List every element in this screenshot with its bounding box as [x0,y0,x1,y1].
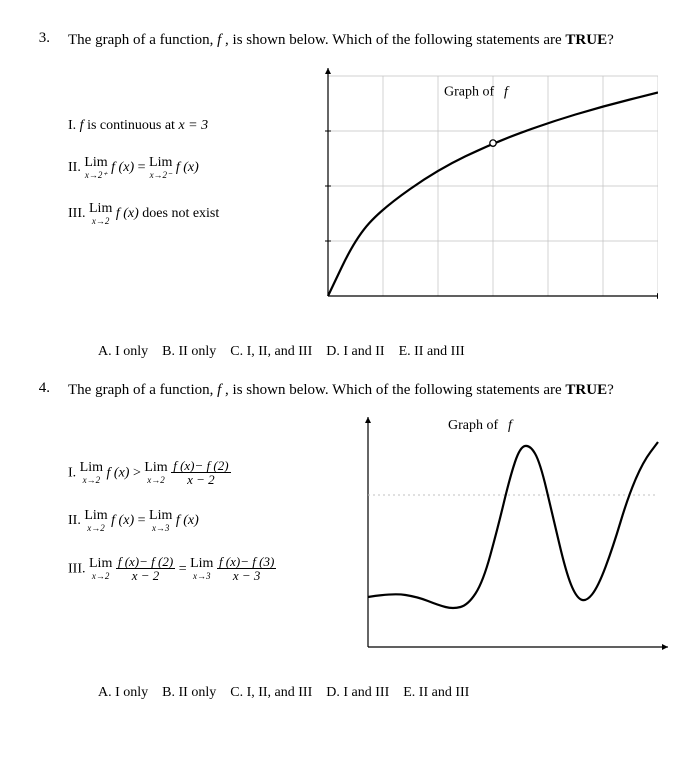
svg-text:Graph of: Graph of [448,418,498,433]
svg-text:f: f [508,418,514,433]
q4-choice-c: C. I, II, and III [230,685,312,701]
q3-choice-d: D. I and II [326,344,384,360]
q3-body: The graph of a function, f , is shown be… [68,30,658,370]
q3-stmt-3: III. Limx→2 f (x) does not exist [68,202,298,226]
q4-prompt: The graph of a function, f , is shown be… [68,380,676,400]
q4-statements: I. Limx→2 f (x) > Limx→2 f (x)− f (2)x −… [68,407,348,606]
q4-stmt-1: I. Limx→2 f (x) > Limx→2 f (x)− f (2)x −… [68,459,348,487]
q3-number: 3. [20,30,50,370]
q3-statements: I. f is continuous at x = 3 II. Limx→2⁺ … [68,56,298,248]
q3-choice-c: C. I, II, and III [230,344,312,360]
svg-text:f: f [504,85,510,100]
q4-choice-b: B. II only [162,685,216,701]
q4-choice-a: A. I only [98,685,148,701]
q3-choice-a: A. I only [98,344,148,360]
q3-prompt: The graph of a function, f , is shown be… [68,30,658,50]
q4-choice-d: D. I and III [326,685,389,701]
q3-choices: A. I only B. II only C. I, II, and III D… [98,344,658,360]
svg-text:Graph of: Graph of [444,85,494,100]
q3-stmt-1: I. f is continuous at x = 3 [68,118,298,134]
q3-choice-e: E. II and III [399,344,465,360]
q4-choices: A. I only B. II only C. I, II, and III D… [98,685,676,701]
question-3: 3. The graph of a function, f , is shown… [20,30,656,370]
q4-number: 4. [20,380,50,710]
q3-stmt-2: II. Limx→2⁺ f (x) = Limx→2⁻ f (x) [68,156,298,180]
q4-stmt-3: III. Limx→2 f (x)− f (2)x − 2 = Limx→3 f… [68,555,348,583]
q4-choice-e: E. II and III [403,685,469,701]
q4-stmt-2: II. Limx→2 f (x) = Limx→3 f (x) [68,509,348,533]
q3-graph: Graph of f [298,56,658,326]
q3-choice-b: B. II only [162,344,216,360]
question-4: 4. The graph of a function, f , is shown… [20,380,656,710]
q4-body: The graph of a function, f , is shown be… [68,380,676,710]
q4-graph: Graph of f [348,407,676,667]
